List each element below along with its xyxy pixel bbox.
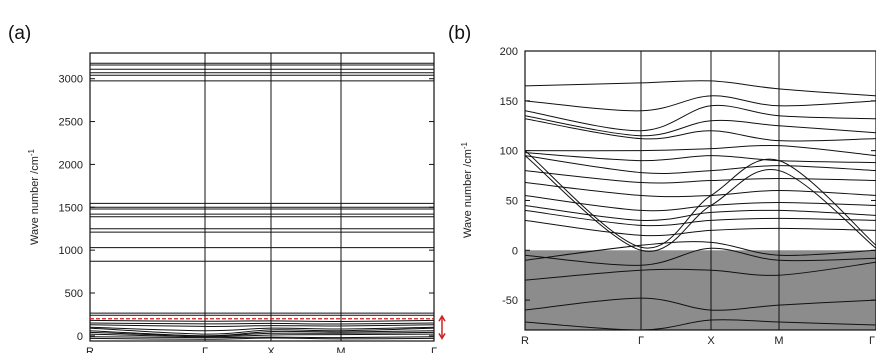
x-tick-label: Γ xyxy=(638,335,644,347)
dispersion-curve xyxy=(90,324,434,327)
chart-b: -50 0 50 100 150 200 R Γ X M Γ Wave number /cm-1 xyxy=(460,46,876,347)
y-tick-label: 1000 xyxy=(59,245,83,257)
plot-frame xyxy=(524,50,876,331)
dispersion-curve xyxy=(525,144,876,157)
dispersion-curve xyxy=(525,80,876,97)
dispersion-curve xyxy=(525,319,876,330)
dispersion-curve xyxy=(525,219,876,237)
y-tick-label: 3000 xyxy=(59,74,83,86)
dispersion-curve xyxy=(525,297,876,311)
dispersion-curve xyxy=(90,333,434,338)
dispersion-curve xyxy=(525,152,876,164)
chart-b-ylabel: Wave number /cm-1 xyxy=(460,141,474,238)
y-tick-label: 50 xyxy=(506,195,518,207)
panel-b-label: (b) xyxy=(448,23,471,44)
plot-frame xyxy=(89,52,435,342)
dispersion-curve xyxy=(525,155,876,174)
dispersion-curve xyxy=(525,104,876,132)
dispersion-curve xyxy=(90,336,434,339)
x-tick-label: R xyxy=(86,346,94,353)
chart-b-ticks: -50 0 50 100 150 200 R Γ X M Γ xyxy=(500,46,876,347)
y-tick-label: 200 xyxy=(500,46,518,58)
dispersion-curve xyxy=(525,194,876,212)
highlight-arrow-up xyxy=(438,314,446,322)
highlight-arrow-down xyxy=(438,333,446,340)
chart-a-highlight xyxy=(90,314,446,340)
y-tick-label: 1500 xyxy=(59,202,83,214)
dispersion-curve xyxy=(525,204,876,221)
chart-a: 0 500 1000 1500 2000 2500 3000 R Γ X M Γ Wave numbe… xyxy=(27,52,446,353)
dispersion-curve xyxy=(90,319,434,322)
y-tick-label: 150 xyxy=(500,96,518,108)
chart-a-series xyxy=(90,53,434,341)
chart-a-ylabel: Wave number /cm-1 xyxy=(27,148,41,245)
x-tick-label: X xyxy=(267,346,275,353)
y-tick-label: 2500 xyxy=(59,117,83,129)
x-tick-label: Γ xyxy=(869,335,875,347)
dispersion-curve xyxy=(90,337,434,340)
negative-frequency-region xyxy=(525,250,876,330)
x-tick-label: M xyxy=(774,335,783,347)
y-tick-label: 500 xyxy=(65,288,83,300)
dispersion-curve xyxy=(525,247,876,266)
dispersion-curve xyxy=(525,150,876,249)
dispersion-curve xyxy=(525,155,876,252)
dispersion-curve xyxy=(525,170,876,184)
dispersion-curve xyxy=(90,327,434,335)
y-tick-label: 0 xyxy=(512,245,518,257)
dispersion-curve xyxy=(90,331,434,337)
chart-a-ticks: 0 500 1000 1500 2000 2500 3000 R Γ X M Γ xyxy=(59,52,437,353)
y-tick-label: -50 xyxy=(502,295,518,307)
panel-a-label: (a) xyxy=(8,23,31,44)
x-tick-label: Γ xyxy=(202,346,208,353)
dispersion-curve xyxy=(90,326,434,332)
x-tick-label: Γ xyxy=(431,346,437,353)
dispersion-curve xyxy=(525,241,876,261)
y-tick-label: 2000 xyxy=(59,159,83,171)
chart-b-series xyxy=(525,51,876,330)
x-tick-label: X xyxy=(707,335,715,347)
dispersion-curve xyxy=(525,95,876,112)
x-tick-label: M xyxy=(336,346,345,353)
y-tick-label: 100 xyxy=(500,146,518,158)
dispersion-curve xyxy=(525,261,876,281)
x-tick-label: R xyxy=(521,335,529,347)
dispersion-curve xyxy=(525,182,876,198)
dispersion-curve xyxy=(90,322,434,325)
dispersion-curve xyxy=(525,118,876,142)
y-tick-label: 0 xyxy=(77,331,83,343)
dispersion-curve xyxy=(525,115,876,137)
